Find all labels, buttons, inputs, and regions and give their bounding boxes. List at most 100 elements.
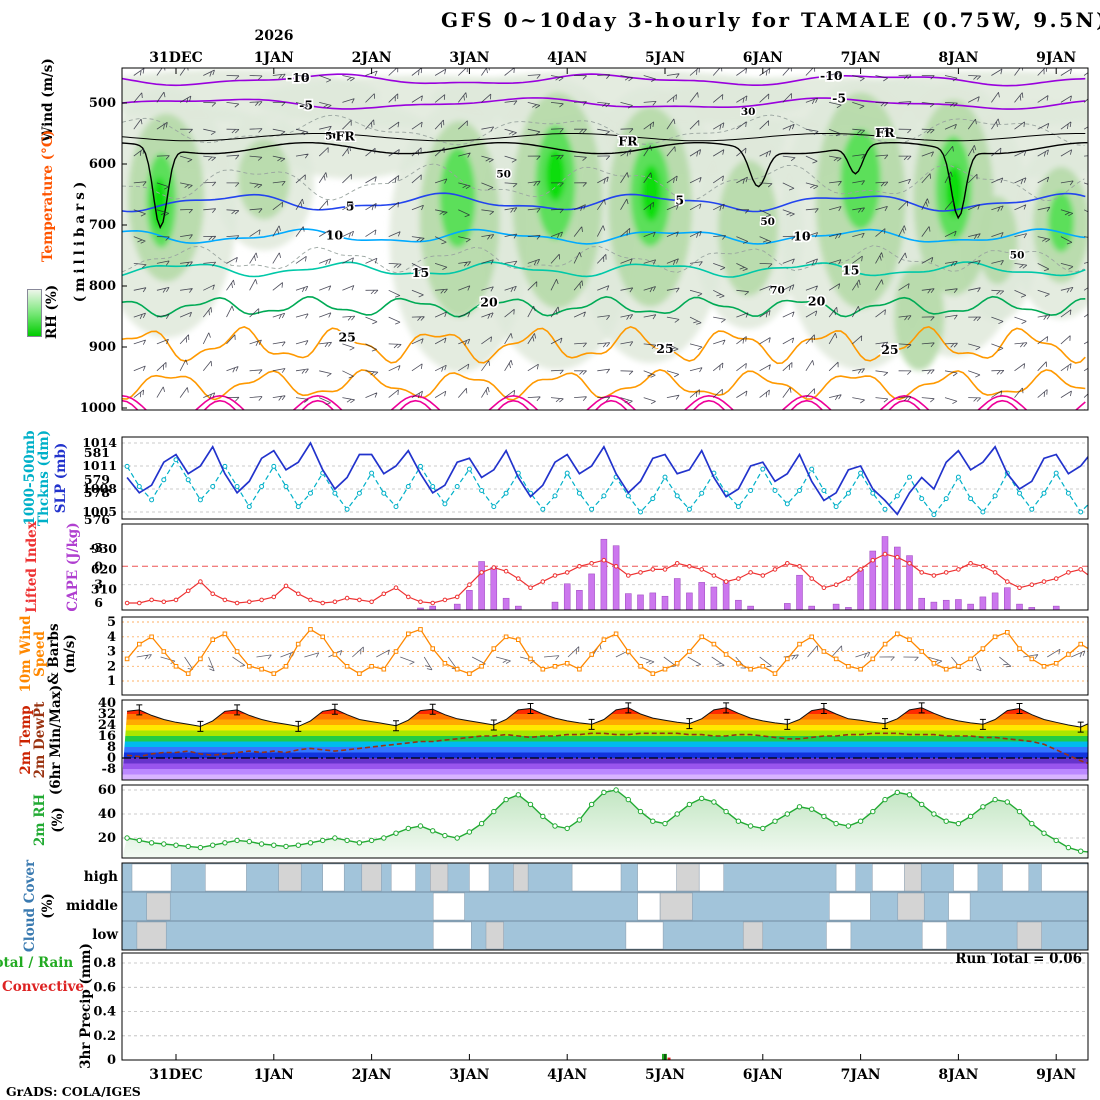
svg-text:30: 30 bbox=[741, 106, 756, 118]
svg-text:3: 3 bbox=[107, 645, 116, 660]
svg-text:1JAN: 1JAN bbox=[254, 50, 294, 66]
svg-text:20: 20 bbox=[480, 295, 498, 310]
svg-text:6: 6 bbox=[94, 595, 103, 610]
svg-text:4: 4 bbox=[107, 630, 116, 645]
svg-text:2JAN: 2JAN bbox=[352, 50, 392, 66]
svg-text:1000: 1000 bbox=[80, 401, 116, 416]
svg-text:-5: -5 bbox=[299, 97, 313, 112]
panel-rh2m bbox=[122, 787, 1088, 858]
year-label: 2026 bbox=[254, 28, 294, 44]
svg-text:4JAN: 4JAN bbox=[547, 1067, 587, 1083]
ylabel-thickness-2: Thckns (dm) bbox=[36, 429, 52, 527]
svg-text:9JAN: 9JAN bbox=[1036, 50, 1076, 66]
svg-text:4JAN: 4JAN bbox=[547, 50, 587, 66]
svg-text:-10: -10 bbox=[820, 68, 843, 83]
svg-text:1: 1 bbox=[107, 674, 116, 689]
svg-text:70: 70 bbox=[770, 284, 785, 296]
grads-credit: GrADS: COLA/IGES bbox=[6, 1084, 141, 1099]
svg-text:FR: FR bbox=[618, 134, 638, 149]
svg-text:middle: middle bbox=[66, 898, 118, 914]
svg-text:0.2: 0.2 bbox=[93, 1029, 116, 1044]
svg-text:0.6: 0.6 bbox=[93, 980, 116, 995]
svg-text:-3: -3 bbox=[89, 540, 103, 555]
svg-text:15: 15 bbox=[842, 262, 859, 277]
ylabel-2m-dewpt: 2m DewPt bbox=[32, 701, 48, 779]
ylabel-2m-rh: 2m RH bbox=[32, 793, 48, 847]
svg-text:2JAN: 2JAN bbox=[352, 1067, 392, 1083]
svg-text:31DEC: 31DEC bbox=[149, 50, 202, 66]
svg-text:800: 800 bbox=[89, 279, 116, 294]
svg-text:576: 576 bbox=[84, 512, 110, 527]
ylabel-millibars: (millibars) bbox=[72, 177, 88, 303]
svg-text:high: high bbox=[84, 869, 118, 885]
temp-color-bands bbox=[122, 707, 1088, 780]
svg-text:50: 50 bbox=[760, 216, 775, 228]
run-total-label: Run Total = 0.06 bbox=[955, 951, 1082, 967]
svg-text:1008: 1008 bbox=[82, 481, 117, 496]
svg-text:20: 20 bbox=[808, 293, 826, 308]
svg-text:25: 25 bbox=[881, 342, 898, 357]
ylabel-rh-pct: (%) bbox=[50, 807, 66, 833]
ylabel-temperature: Temperature (°C) bbox=[40, 130, 56, 262]
label-convective: Convective bbox=[2, 979, 85, 995]
svg-text:7JAN: 7JAN bbox=[841, 1067, 881, 1083]
rh-shading bbox=[122, 69, 1088, 373]
svg-text:930: 930 bbox=[91, 541, 117, 556]
label-total-rain: Total / Rain bbox=[0, 955, 74, 971]
ylabel-3hr-precip: 3hr Precip (mm) bbox=[78, 943, 94, 1069]
svg-text:579: 579 bbox=[84, 472, 110, 487]
svg-text:620: 620 bbox=[91, 561, 117, 576]
svg-text:5JAN: 5JAN bbox=[645, 1067, 685, 1083]
svg-text:700: 700 bbox=[89, 218, 116, 233]
svg-text:310: 310 bbox=[91, 582, 117, 597]
surface-wind-barbs bbox=[136, 644, 1086, 672]
svg-text:16: 16 bbox=[98, 729, 116, 744]
svg-text:1005: 1005 bbox=[82, 504, 117, 519]
svg-text:31DEC: 31DEC bbox=[149, 1067, 202, 1083]
panel-slp-thickness bbox=[122, 441, 1088, 518]
svg-text:40: 40 bbox=[98, 696, 116, 711]
svg-text:40: 40 bbox=[98, 807, 116, 822]
ylabel-cloud-pct: (%) bbox=[40, 893, 56, 919]
rh-shade-legend bbox=[27, 289, 42, 337]
panel-wind10m bbox=[122, 621, 1088, 682]
svg-text:-5: -5 bbox=[832, 91, 846, 106]
svg-text:3JAN: 3JAN bbox=[449, 1067, 489, 1083]
svg-text:8JAN: 8JAN bbox=[938, 1067, 978, 1083]
svg-text:1JAN: 1JAN bbox=[254, 1067, 294, 1083]
svg-text:25: 25 bbox=[338, 329, 355, 344]
svg-text:60: 60 bbox=[98, 783, 116, 798]
svg-text:5: 5 bbox=[107, 615, 116, 630]
svg-text:578: 578 bbox=[84, 485, 110, 500]
svg-text:6JAN: 6JAN bbox=[743, 50, 783, 66]
svg-text:9JAN: 9JAN bbox=[1036, 1067, 1076, 1083]
svg-text:3JAN: 3JAN bbox=[449, 50, 489, 66]
ylabel-6hr-minmax: (6hr Min/Max) bbox=[48, 684, 64, 796]
ylabel-barbs: & Barbs bbox=[46, 623, 62, 685]
svg-text:500: 500 bbox=[89, 96, 116, 111]
chart-title: GFS 0~10day 3-hourly for TAMALE (0.75W, … bbox=[441, 8, 1100, 32]
ylabel-rh: RH (%) bbox=[44, 284, 60, 340]
svg-text:900: 900 bbox=[89, 340, 116, 355]
svg-text:5: 5 bbox=[675, 192, 684, 207]
panel-cloud-cover bbox=[122, 863, 1088, 950]
svg-text:8JAN: 8JAN bbox=[938, 50, 978, 66]
svg-text:10: 10 bbox=[793, 229, 811, 244]
svg-text:1011: 1011 bbox=[82, 458, 117, 473]
upper-wind-barbs bbox=[133, 68, 1088, 406]
svg-text:0: 0 bbox=[94, 558, 103, 573]
svg-text:2: 2 bbox=[107, 659, 116, 674]
svg-text:50: 50 bbox=[496, 168, 511, 180]
svg-text:1014: 1014 bbox=[82, 435, 117, 450]
svg-text:20: 20 bbox=[98, 831, 116, 846]
svg-text:7JAN: 7JAN bbox=[841, 50, 881, 66]
axis-ticks: 5006007008009001000101410111008100558157… bbox=[66, 50, 1076, 1083]
panel-cape-li bbox=[122, 536, 1088, 610]
svg-text:24: 24 bbox=[98, 718, 116, 733]
svg-text:FR: FR bbox=[336, 128, 356, 143]
svg-text:50: 50 bbox=[1010, 250, 1025, 262]
svg-text:0: 0 bbox=[107, 751, 116, 766]
svg-text:-10: -10 bbox=[287, 70, 310, 85]
svg-text:-8: -8 bbox=[102, 762, 116, 777]
